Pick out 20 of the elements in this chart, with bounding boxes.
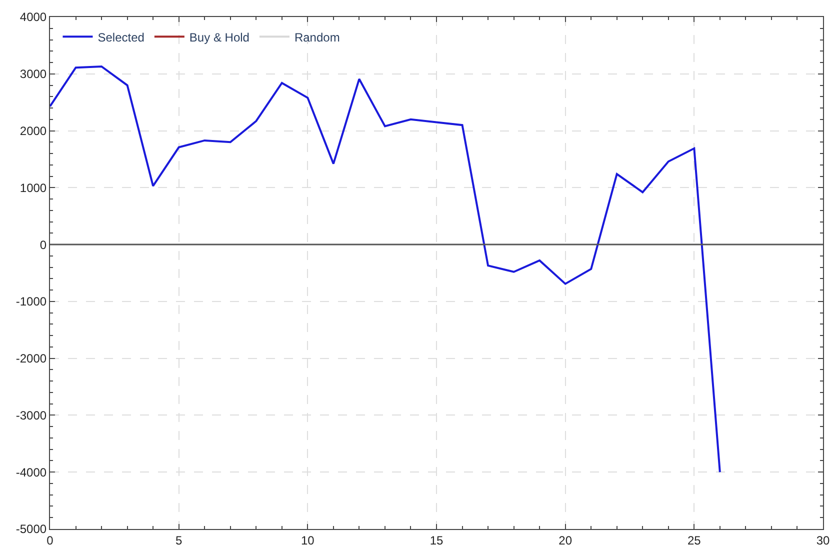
y-tick-label: -5000 — [16, 522, 47, 536]
x-tick-label: 5 — [175, 533, 182, 548]
x-tick-label: 25 — [687, 533, 702, 548]
y-tick-label: -4000 — [16, 465, 47, 480]
legend-label: Random — [294, 30, 340, 44]
y-tick-label: -1000 — [16, 294, 47, 309]
y-tick-label: 1000 — [20, 180, 47, 195]
line-series — [50, 65, 721, 474]
legend-label: Buy & Hold — [189, 30, 250, 44]
legend-label: Selected — [98, 30, 144, 44]
x-tick-label: 30 — [816, 533, 830, 548]
x-tick-label: 10 — [300, 533, 315, 548]
y-tick-label: 0 — [40, 238, 47, 252]
y-tick-label: 2000 — [20, 124, 47, 138]
y-tick-label: -2000 — [16, 352, 47, 366]
y-tick-label: -3000 — [16, 408, 47, 422]
x-tick-label: 15 — [430, 533, 444, 548]
y-tick-label: 3000 — [20, 67, 47, 82]
y-tick-label: 4000 — [20, 10, 47, 24]
x-tick-label: 20 — [558, 533, 572, 548]
